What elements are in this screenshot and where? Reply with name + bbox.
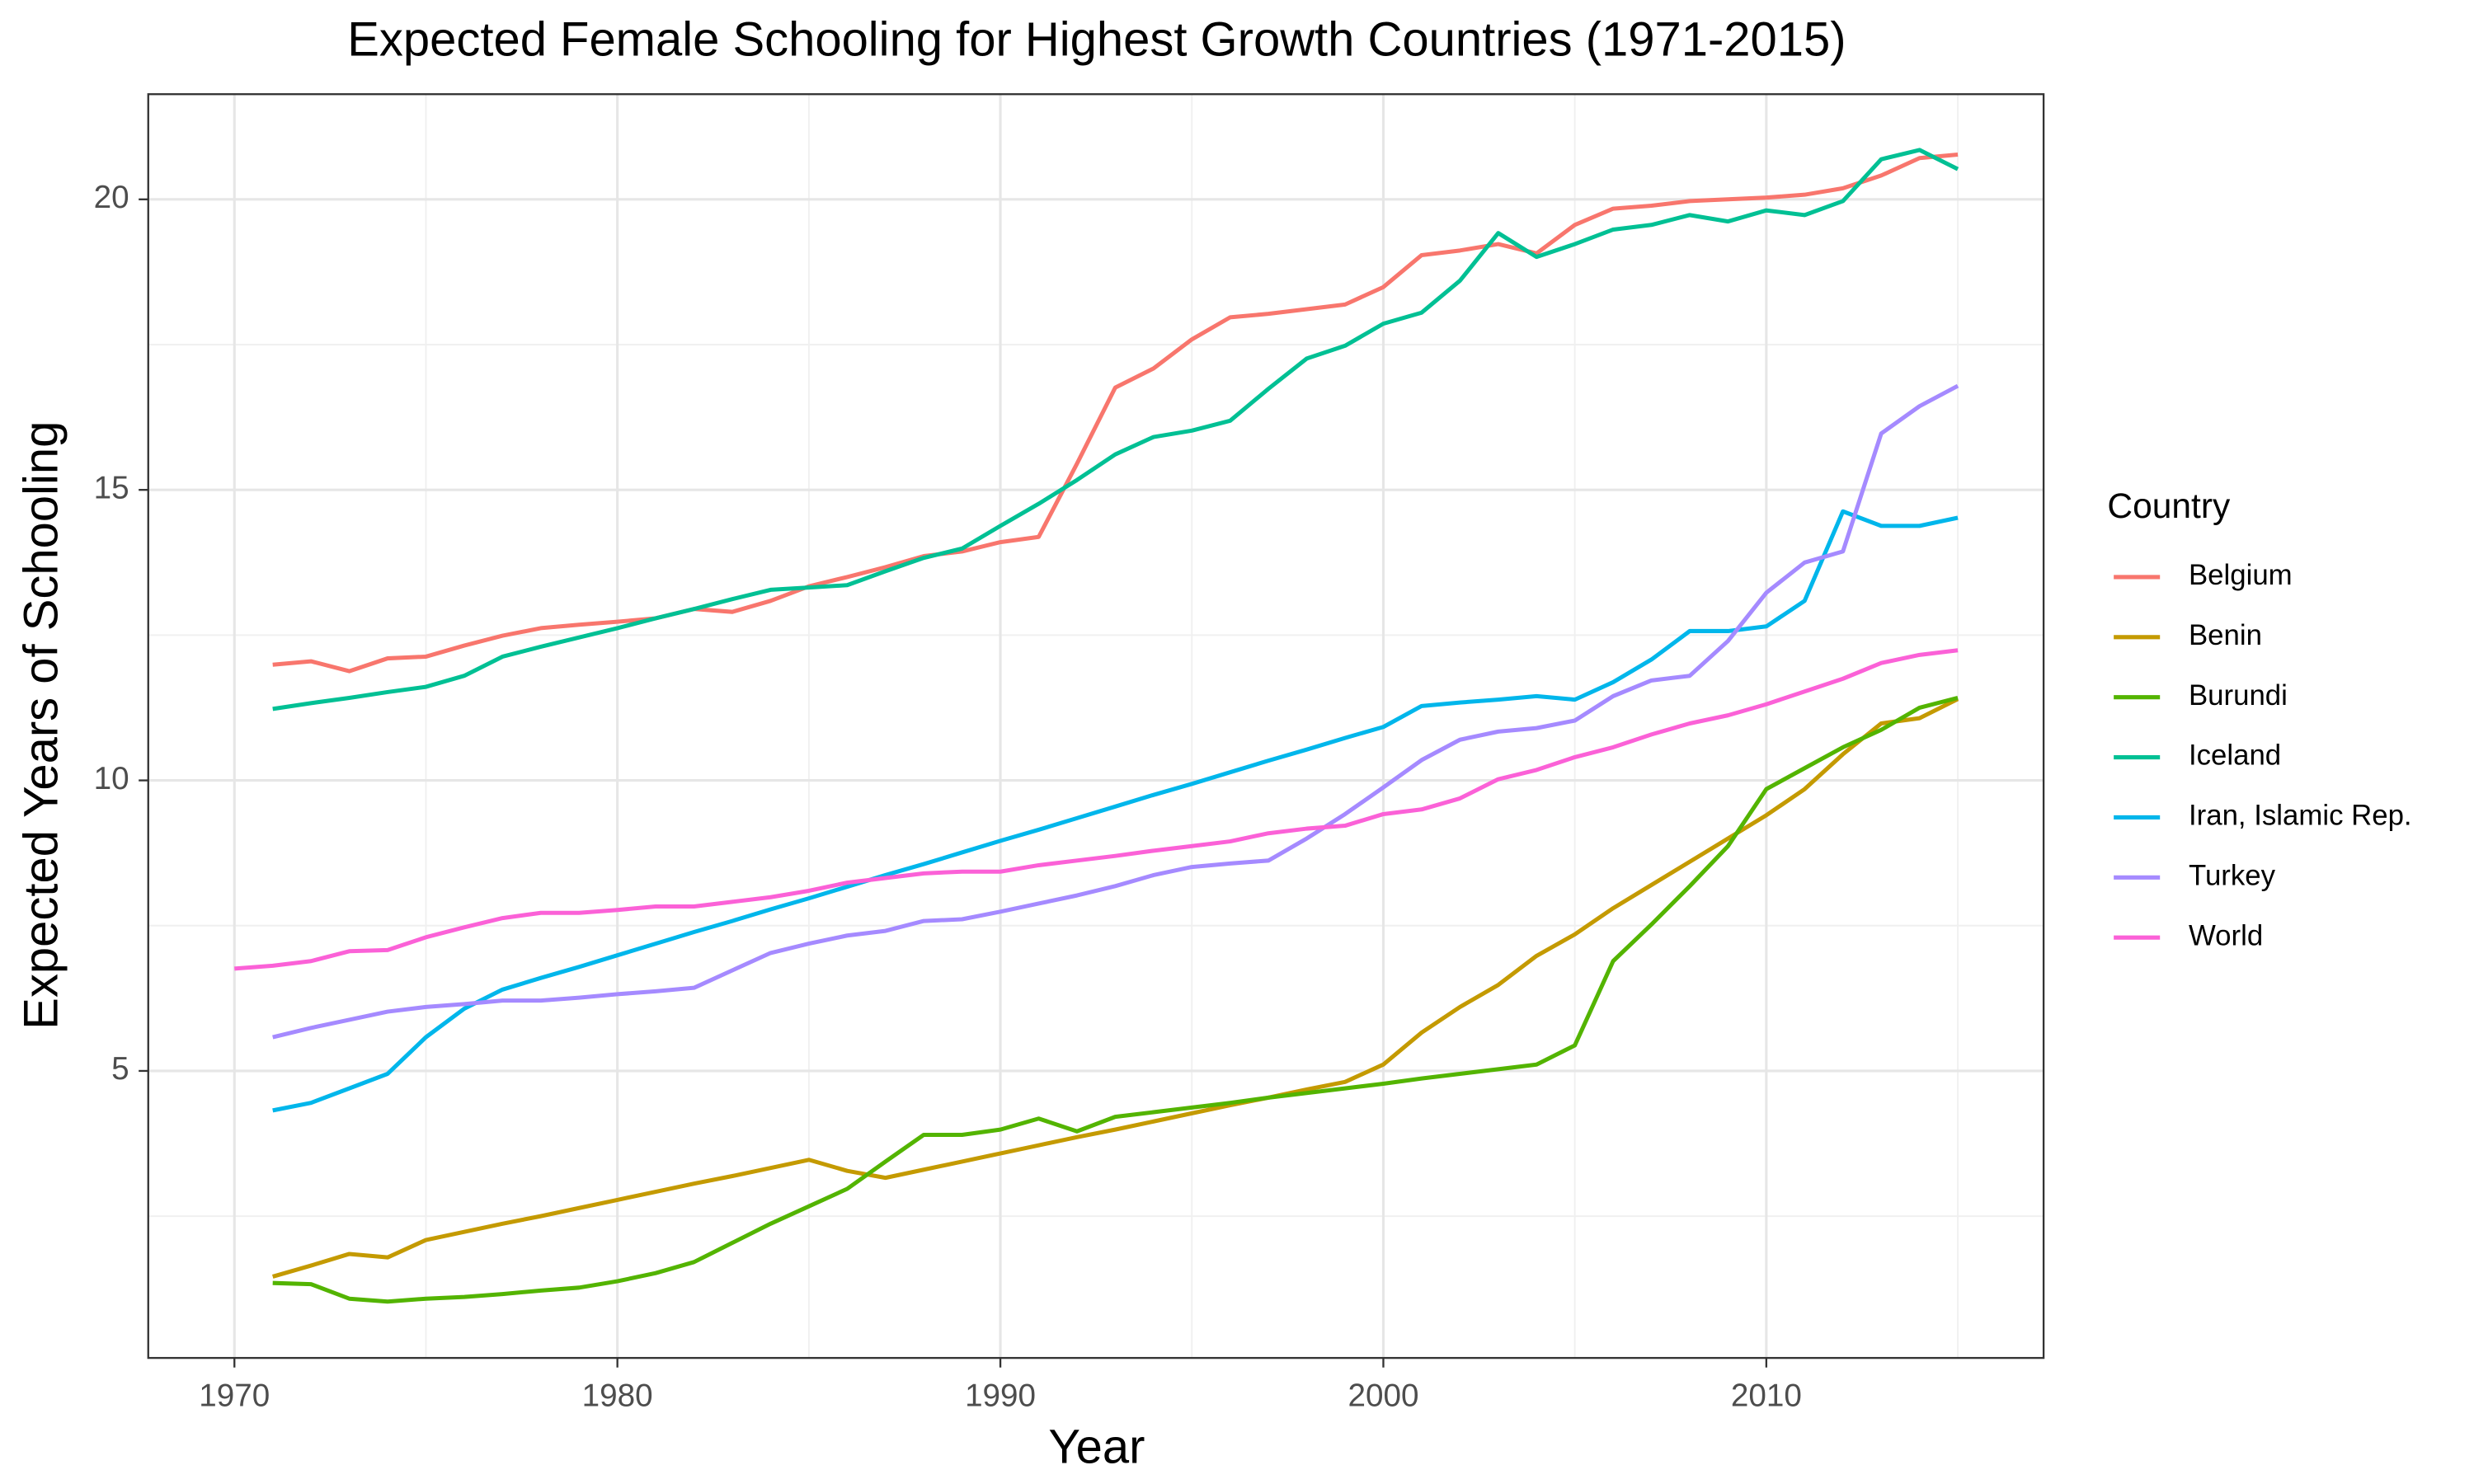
series-line <box>272 509 1959 1113</box>
series-line <box>272 148 1959 711</box>
x-tick-label: 2010 <box>1731 1378 1802 1414</box>
chart-title: Expected Female Schooling for Highest Gr… <box>347 14 1846 67</box>
legend-label: Iceland <box>2189 740 2281 772</box>
x-tick-label: 2000 <box>1348 1378 1418 1414</box>
legend-label: Belgium <box>2189 560 2293 591</box>
plot-lines <box>234 148 1959 1304</box>
legend: Belgium Benin Burundi Iceland Iran, Islamic … <box>2114 560 2412 951</box>
x-axis-title: Year <box>1048 1421 1145 1474</box>
legend-label: Turkey <box>2189 860 2276 891</box>
series-line <box>272 696 1959 1304</box>
axes: 1970 1980 1990 2000 2010 5 10 15 20 <box>94 180 1802 1414</box>
legend-title: Country <box>2107 487 2231 526</box>
series-line <box>272 153 1959 674</box>
legend-label: World <box>2189 920 2263 951</box>
y-tick-label: 20 <box>94 180 129 215</box>
y-axis-title: Expected Years of Schooling <box>15 421 68 1030</box>
y-tick-label: 5 <box>111 1051 129 1087</box>
series-line <box>272 383 1959 1040</box>
x-tick-label: 1980 <box>582 1378 653 1414</box>
legend-label: Iran, Islamic Rep. <box>2189 801 2412 832</box>
series-line <box>234 648 1959 971</box>
legend-label: Benin <box>2189 620 2262 651</box>
x-tick-label: 1970 <box>199 1378 270 1414</box>
plot-border <box>147 93 2045 1360</box>
legend-label: Burundi <box>2189 680 2288 711</box>
y-tick-label: 15 <box>94 470 129 505</box>
series-line <box>271 697 1959 1279</box>
x-tick-label: 1990 <box>965 1378 1036 1414</box>
y-tick-label: 10 <box>94 761 129 796</box>
